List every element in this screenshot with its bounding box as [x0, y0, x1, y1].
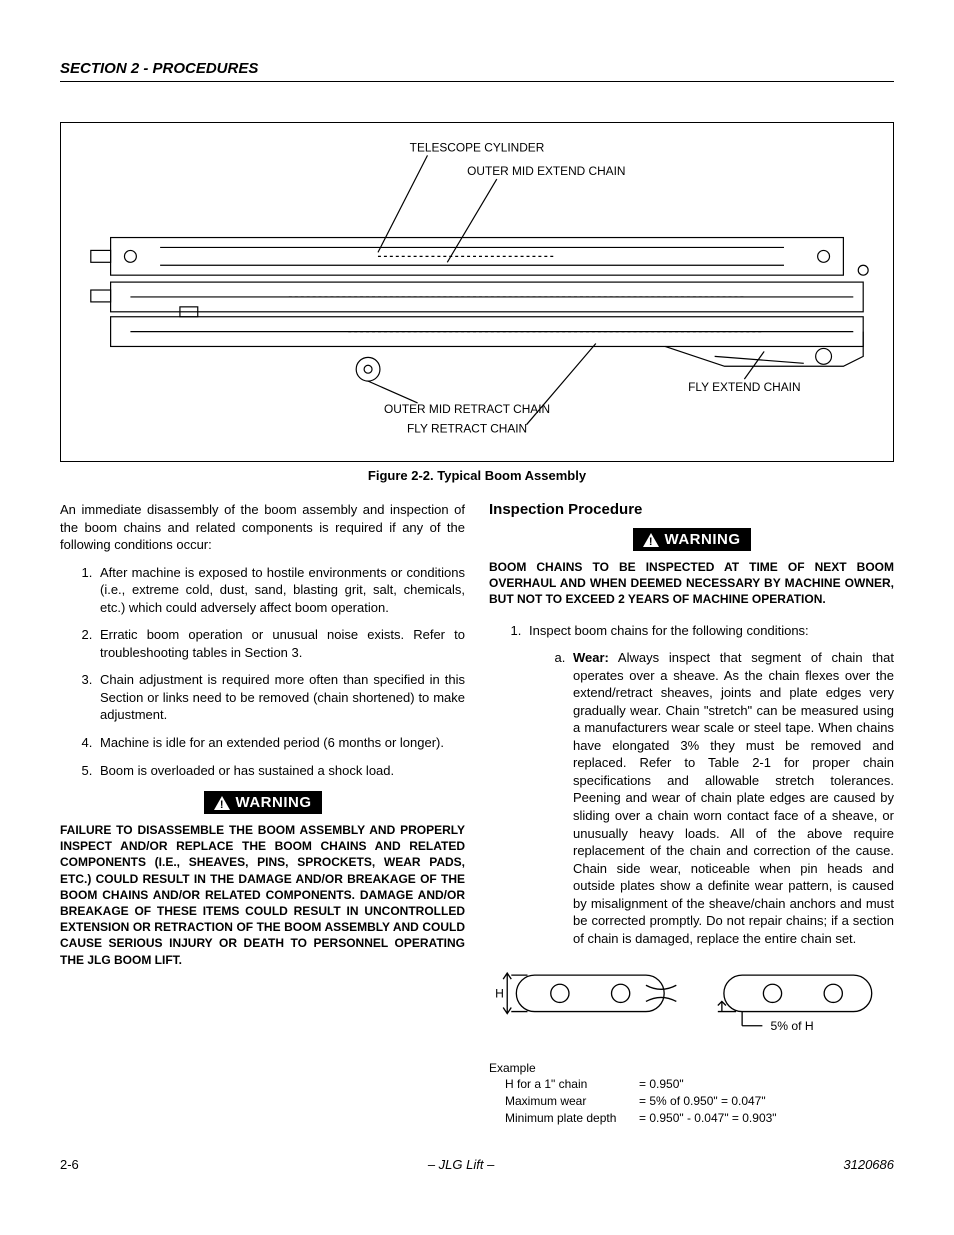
warning-triangle-icon: !	[643, 533, 659, 547]
list-item: Machine is idle for an extended period (…	[96, 734, 465, 752]
warning-label: WARNING	[236, 794, 312, 811]
figure-box: TELESCOPE CYLINDER OUTER MID EXTEND CHAI…	[60, 122, 894, 462]
example-value: = 0.950" - 0.047" = 0.903"	[639, 1110, 777, 1127]
warning-badge: ! WARNING	[204, 791, 322, 814]
wear-text: Always inspect that segment of chain tha…	[573, 650, 894, 946]
example-label: H for a 1" chain	[489, 1076, 639, 1093]
list-item: Wear: Always inspect that segment of cha…	[569, 649, 894, 947]
example-value: = 5% of 0.950" = 0.047"	[639, 1093, 766, 1110]
example-title: Example	[489, 1060, 894, 1077]
list-item: After machine is exposed to hostile envi…	[96, 564, 465, 617]
warning-text: BOOM CHAINS TO BE INSPECTED AT TIME OF N…	[489, 559, 894, 608]
page-number: 2-6	[60, 1157, 79, 1172]
svg-text:OUTER MID EXTEND CHAIN: OUTER MID EXTEND CHAIN	[467, 164, 625, 178]
example-row: Minimum plate depth = 0.950" - 0.047" = …	[489, 1110, 894, 1127]
warning-text: FAILURE TO DISASSEMBLE THE BOOM ASSEMBLY…	[60, 822, 465, 968]
doc-number: 3120686	[843, 1157, 894, 1172]
svg-text:TELESCOPE CYLINDER: TELESCOPE CYLINDER	[410, 140, 545, 154]
list-item: Chain adjustment is required more often …	[96, 671, 465, 724]
example-label: Minimum plate depth	[489, 1110, 639, 1127]
svg-text:FLY EXTEND CHAIN: FLY EXTEND CHAIN	[688, 380, 800, 394]
step-text: Inspect boom chains for the following co…	[529, 623, 809, 638]
svg-text:OUTER MID RETRACT CHAIN: OUTER MID RETRACT CHAIN	[384, 402, 550, 416]
figure-caption: Figure 2-2. Typical Boom Assembly	[60, 468, 894, 483]
section-header: SECTION 2 - PROCEDURES	[60, 60, 894, 77]
svg-text:!: !	[219, 799, 223, 810]
warning-triangle-icon: !	[214, 796, 230, 810]
page-footer: 2-6 – JLG Lift – 3120686	[60, 1157, 894, 1172]
intro-paragraph: An immediate disassembly of the boom ass…	[60, 501, 465, 554]
svg-text:H: H	[495, 987, 504, 1001]
condition-list: After machine is exposed to hostile envi…	[96, 564, 465, 779]
warning-badge: ! WARNING	[633, 528, 751, 551]
list-item: Inspect boom chains for the following co…	[525, 622, 894, 948]
example-row: Maximum wear = 5% of 0.950" = 0.047"	[489, 1093, 894, 1110]
example-block: Example H for a 1" chain = 0.950" Maximu…	[489, 1060, 894, 1127]
svg-text:FLY RETRACT CHAIN: FLY RETRACT CHAIN	[407, 422, 527, 436]
header-rule	[60, 81, 894, 82]
warning-label: WARNING	[665, 531, 741, 548]
boom-assembly-diagram: TELESCOPE CYLINDER OUTER MID EXTEND CHAI…	[71, 133, 883, 451]
example-label: Maximum wear	[489, 1093, 639, 1110]
example-row: H for a 1" chain = 0.950"	[489, 1076, 894, 1093]
chain-wear-diagram: H 5% of H	[489, 965, 894, 1056]
footer-center: – JLG Lift –	[428, 1157, 494, 1172]
wear-label: Wear:	[573, 650, 609, 665]
svg-text:!: !	[648, 536, 652, 547]
list-item: Erratic boom operation or unusual noise …	[96, 626, 465, 661]
inspection-title: Inspection Procedure	[489, 501, 894, 518]
example-value: = 0.950"	[639, 1076, 684, 1093]
right-column: Inspection Procedure ! WARNING BOOM CHAI…	[489, 501, 894, 1127]
svg-text:5% of H: 5% of H	[770, 1019, 813, 1033]
list-item: Boom is overloaded or has sustained a sh…	[96, 762, 465, 780]
inspection-steps: Inspect boom chains for the following co…	[525, 622, 894, 948]
left-column: An immediate disassembly of the boom ass…	[60, 501, 465, 1127]
